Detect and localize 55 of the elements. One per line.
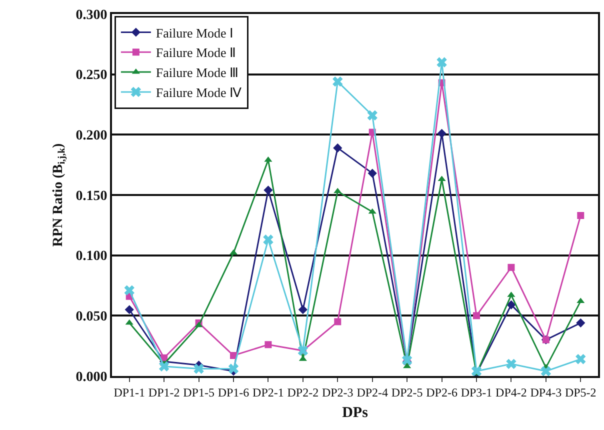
point <box>228 364 239 374</box>
point <box>264 186 273 195</box>
point <box>540 366 552 376</box>
point <box>334 188 342 194</box>
point <box>158 361 170 372</box>
x-tick-label: DP3-1 <box>460 385 492 400</box>
point <box>368 168 377 178</box>
y-tick-label: 0.200 <box>76 128 108 144</box>
x-tick-label: DP4-3 <box>530 385 562 400</box>
point <box>298 305 308 314</box>
legend-label: Failure Mode Ⅲ <box>156 65 239 80</box>
point <box>124 285 134 296</box>
point <box>333 143 342 152</box>
x-tick-label: DP1-1 <box>114 385 146 400</box>
point <box>436 57 447 68</box>
y-tick-label: 0.050 <box>76 310 108 325</box>
legend-label: Failure Mode Ⅳ <box>156 85 242 100</box>
point <box>576 354 586 364</box>
point <box>473 312 480 320</box>
point <box>506 358 516 370</box>
x-tick-label: DP1-2 <box>148 385 180 400</box>
point <box>438 176 446 182</box>
point <box>124 305 134 314</box>
point <box>577 212 584 220</box>
x-tick-label: DP5-2 <box>564 385 596 400</box>
y-tick-label: 0.250 <box>76 68 108 84</box>
point <box>125 319 134 325</box>
point <box>508 264 515 271</box>
legend-label: Failure Mode Ⅱ <box>156 45 236 60</box>
legend-label: Failure Mode Ⅰ <box>156 25 234 40</box>
point <box>194 364 204 374</box>
point <box>263 234 274 245</box>
point <box>334 318 342 326</box>
point <box>506 300 516 310</box>
point <box>437 128 446 138</box>
point <box>194 322 203 328</box>
point <box>367 110 378 120</box>
point <box>368 208 376 214</box>
y-tick-label: 0.000 <box>76 370 108 385</box>
x-axis-title: DPs <box>342 404 368 421</box>
y-tick-label: 0.300 <box>76 8 108 23</box>
x-tick-label: DP2-1 <box>252 385 284 400</box>
y-tick-label: 0.100 <box>76 249 108 264</box>
x-tick-label: DP1-5 <box>183 385 214 400</box>
point <box>576 318 586 328</box>
y-tick-label: 0.150 <box>76 188 108 204</box>
x-tick-label: DP2-2 <box>287 385 319 400</box>
x-tick-label: DP2-5 <box>391 385 423 400</box>
x-tick-label: DP2-6 <box>426 385 458 400</box>
x-tick-label: DP2-4 <box>356 385 388 400</box>
point <box>332 76 343 87</box>
point <box>264 341 272 348</box>
x-tick-label: DP4-2 <box>496 385 527 400</box>
x-tick-label: DP1-6 <box>218 385 250 400</box>
x-tick-label: DP2-3 <box>322 385 354 400</box>
